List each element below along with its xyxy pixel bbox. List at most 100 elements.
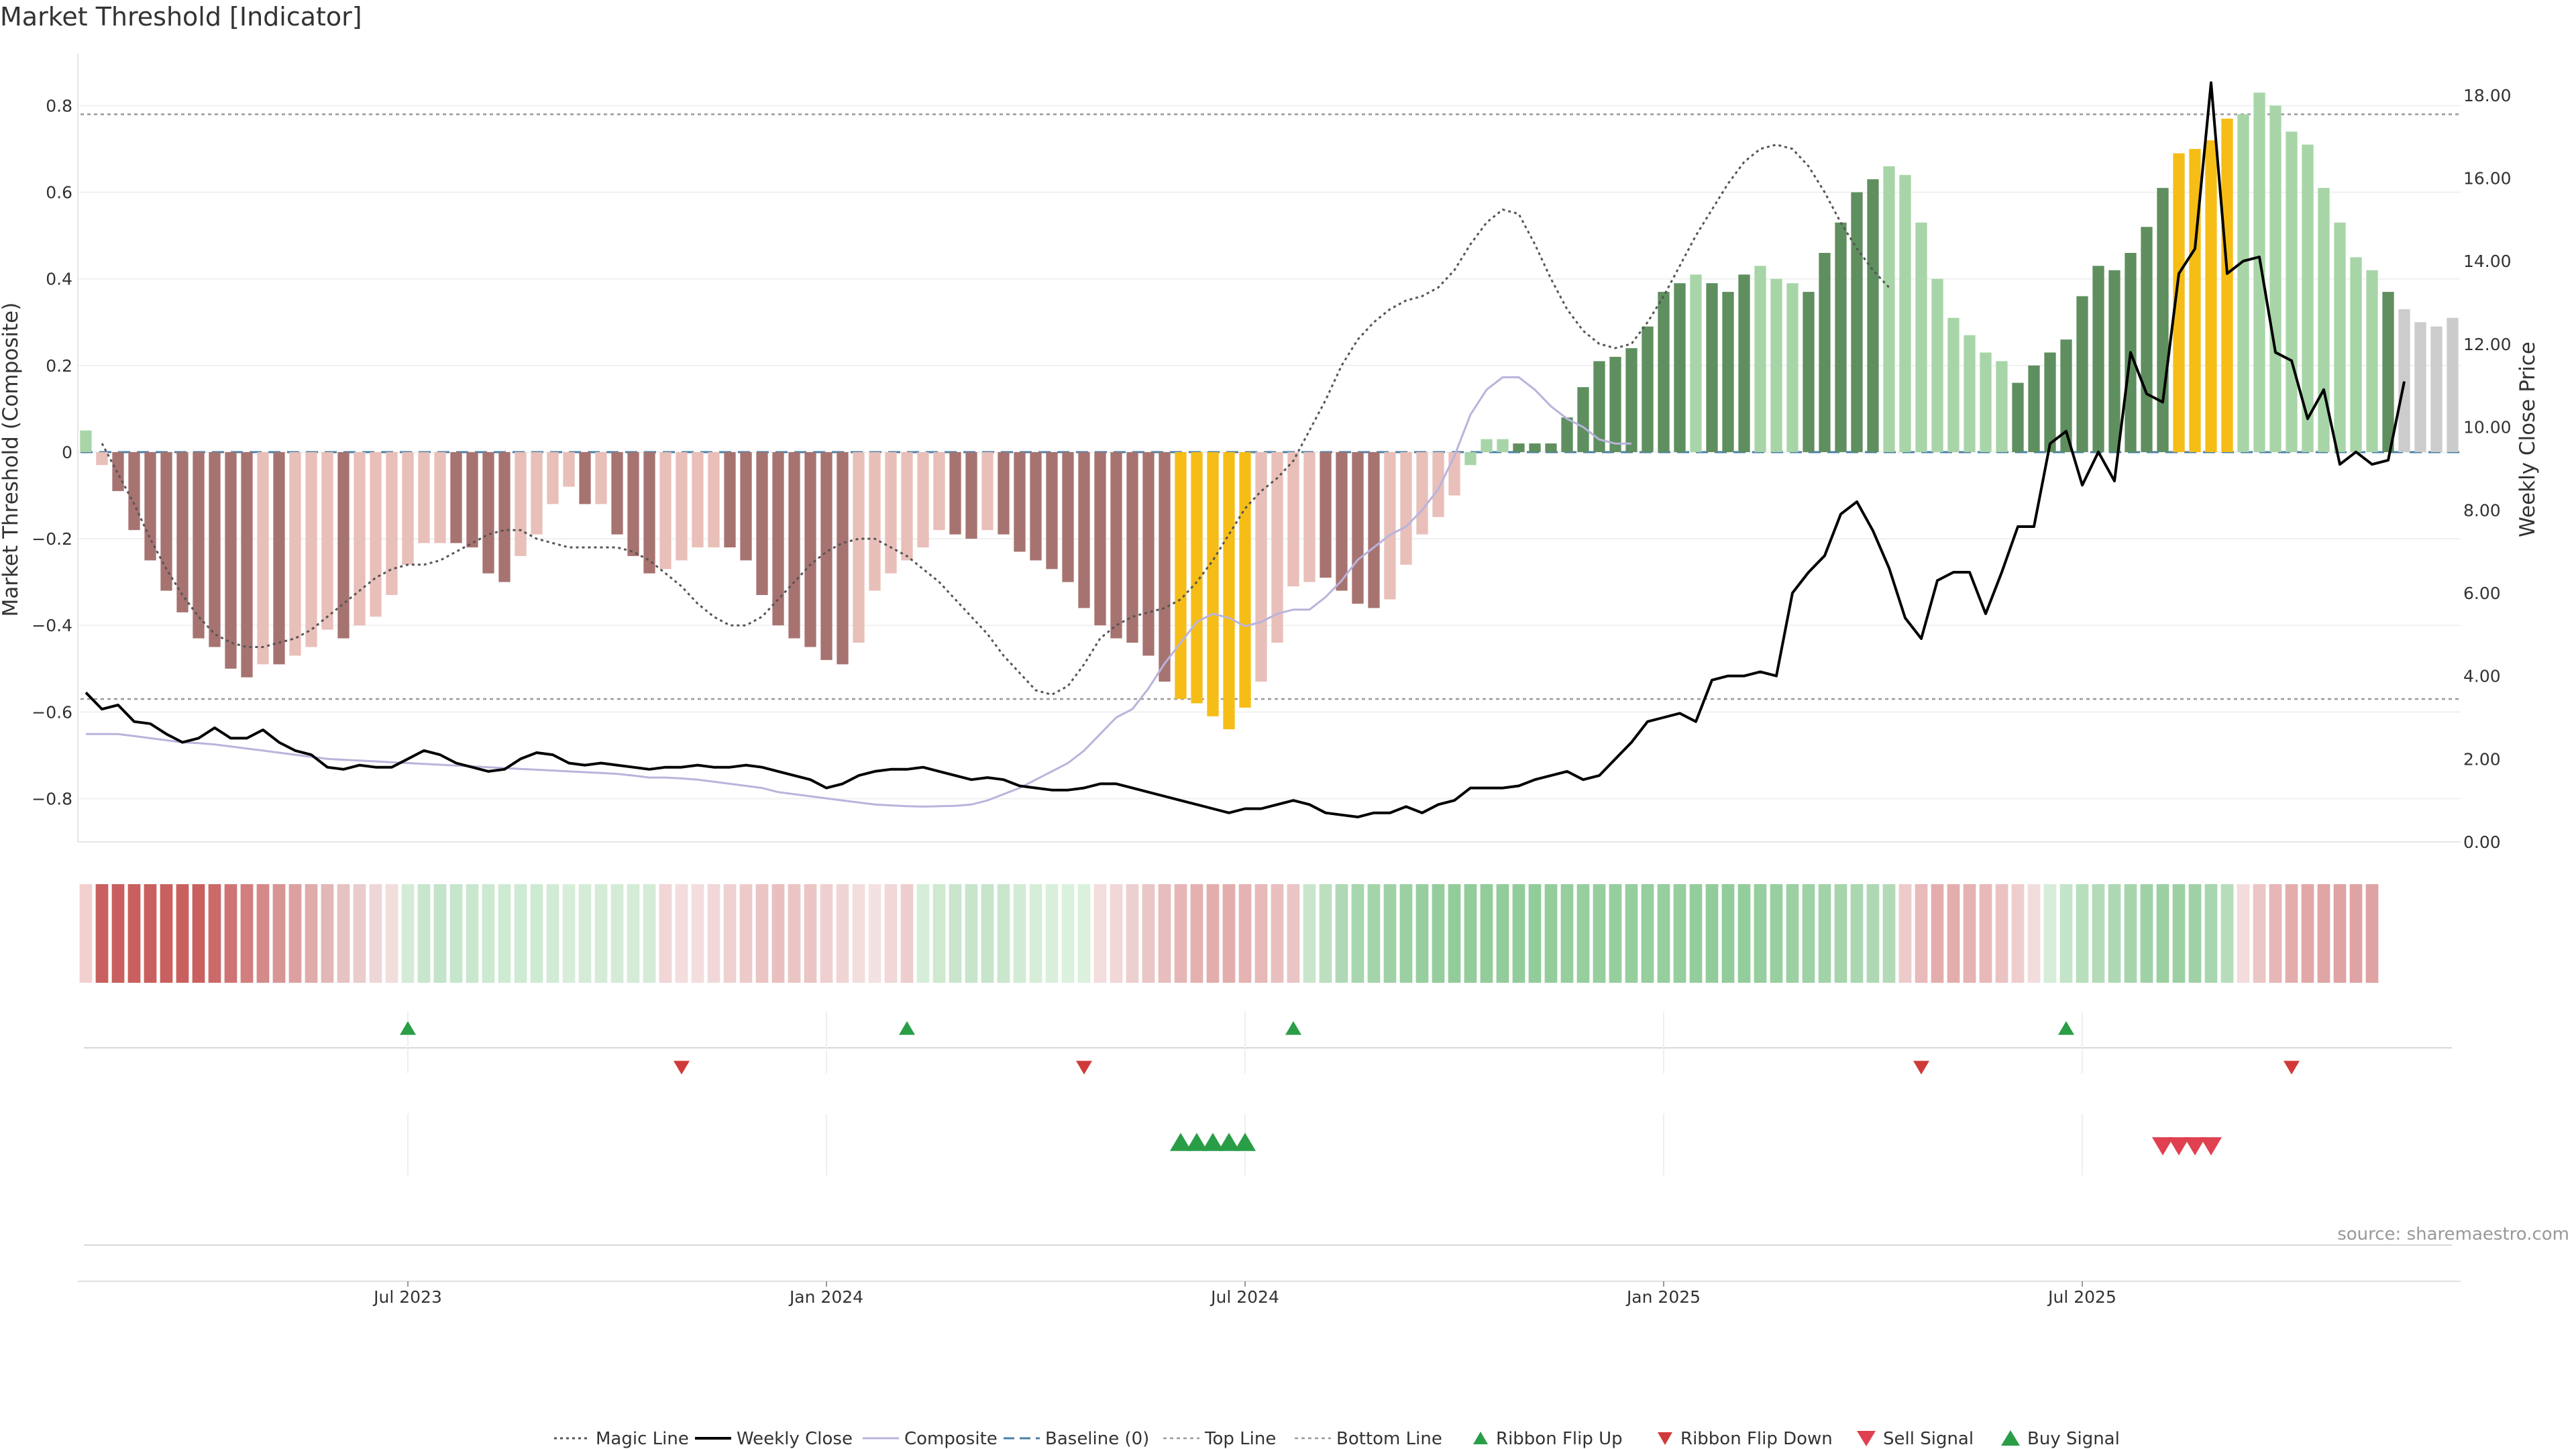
ribbon-cell xyxy=(1110,884,1123,983)
composite-bar xyxy=(1835,222,1847,452)
composite-bar xyxy=(450,451,462,543)
ribbon-cell xyxy=(2269,884,2282,983)
composite-bar xyxy=(1593,361,1605,452)
ribbon-cell xyxy=(1544,884,1558,983)
left-tick-label: −0.4 xyxy=(32,616,72,635)
ribbon-cell xyxy=(1126,884,1139,983)
left-tick-label: 0.8 xyxy=(46,96,72,115)
ribbon-cell xyxy=(675,884,688,983)
legend-label: Weekly Close xyxy=(737,1429,853,1449)
composite-bar xyxy=(1706,283,1718,452)
composite-bar xyxy=(2382,292,2394,452)
ribbon-cell xyxy=(852,884,865,983)
ribbon-cell xyxy=(1254,884,1268,983)
composite-bar xyxy=(1786,283,1799,452)
ribbon-cell xyxy=(1979,884,1992,983)
ribbon-cell xyxy=(562,884,576,983)
ribbon-cell xyxy=(449,884,463,983)
composite-bar xyxy=(2366,270,2378,452)
ribbon-cell xyxy=(2108,884,2121,983)
ribbon-cell xyxy=(1045,884,1059,983)
ribbon-cell xyxy=(1995,884,2008,983)
ribbon-cell xyxy=(1496,884,1509,983)
composite-bar xyxy=(370,451,382,617)
ribbon-cell xyxy=(1882,884,1896,983)
ribbon-cell xyxy=(1866,884,1880,983)
composite-bar xyxy=(1336,451,1348,591)
composite-bar xyxy=(1674,283,1686,452)
composite-bar xyxy=(2253,93,2265,452)
composite-bar xyxy=(354,451,366,626)
ribbon-cell xyxy=(2365,884,2379,983)
composite-bar xyxy=(2398,309,2410,452)
composite-bar xyxy=(1368,451,1380,608)
left-axis-title: Market Threshold (Composite) xyxy=(0,303,23,617)
composite-bar xyxy=(1014,451,1026,552)
composite-bar xyxy=(901,451,913,561)
ribbon-cell xyxy=(1963,884,1976,983)
ribbon-strip xyxy=(79,884,2379,983)
composite-bar xyxy=(772,451,784,626)
composite-bar xyxy=(225,451,237,669)
ribbon-cell xyxy=(192,884,205,983)
composite-bar xyxy=(1497,439,1509,452)
composite-bar xyxy=(1867,179,1879,452)
ribbon-cell xyxy=(594,884,608,983)
composite-bar xyxy=(917,451,929,547)
ribbon-flip-up-marker xyxy=(2058,1021,2074,1035)
ribbon-cell xyxy=(1399,884,1413,983)
ribbon-cell xyxy=(1271,884,1284,983)
ribbon-cell xyxy=(1464,884,1477,983)
composite-bar xyxy=(1722,292,1734,452)
composite-bar xyxy=(176,451,189,612)
ribbon-cell xyxy=(1850,884,1864,983)
legend-item: Ribbon Flip Down xyxy=(1658,1429,1833,1449)
ribbon-cell xyxy=(2285,884,2298,983)
ribbon-cell xyxy=(1029,884,1042,983)
ribbon-flip-down-marker xyxy=(1076,1061,1092,1075)
composite-bar xyxy=(1271,451,1283,643)
x-tick-label: Jul 2025 xyxy=(2047,1287,2116,1307)
x-axis-ticks: Jul 2023 Jan 2024 Jul 2024 Jan 2025 Jul 2025 xyxy=(372,1281,2116,1307)
ribbon-cell xyxy=(385,884,398,983)
left-tick-label: 0.2 xyxy=(46,356,72,376)
composite-bar xyxy=(804,451,816,647)
ribbon-cell xyxy=(1721,884,1735,983)
ribbon-cell xyxy=(240,884,254,983)
composite-bar xyxy=(241,451,253,678)
ribbon-cell xyxy=(1303,884,1316,983)
axes: 0.8 0.6 0.4 0.2 0 −0.2 −0.4 −0.6 −0.8 18.00 16.00 1… xyxy=(32,54,2512,852)
composite-bar xyxy=(289,451,301,656)
ribbon-cell xyxy=(79,884,93,983)
composite-bar xyxy=(418,451,430,543)
composite-bar xyxy=(1239,451,1251,708)
ribbon-cell xyxy=(1480,884,1493,983)
composite-bar xyxy=(2108,270,2121,452)
ribbon-cell xyxy=(1609,884,1622,983)
series-lines xyxy=(85,81,2406,818)
left-tick-label: 0.6 xyxy=(46,183,72,203)
ribbon-flip-up-marker xyxy=(400,1021,416,1035)
composite-bar xyxy=(2141,227,2153,452)
composite-bar xyxy=(402,451,414,565)
composite-bar xyxy=(144,451,156,561)
ribbon-cell xyxy=(401,884,415,983)
ribbon-cell xyxy=(659,884,672,983)
ribbon-cell xyxy=(2027,884,2041,983)
ribbon-cell xyxy=(868,884,881,983)
ribbon-cell xyxy=(305,884,318,983)
right-tick-label: 2.00 xyxy=(2463,749,2501,769)
composite-bar xyxy=(1094,451,1106,626)
composite-bar xyxy=(80,430,92,452)
ribbon-cell xyxy=(353,884,366,983)
ribbon-cell xyxy=(321,884,334,983)
ribbon-cell xyxy=(1657,884,1670,983)
ribbon-cell xyxy=(2333,884,2347,983)
composite-bar xyxy=(1561,417,1573,452)
ribbon-cell xyxy=(433,884,447,983)
ribbon-cell xyxy=(1142,884,1155,983)
composite-bar xyxy=(676,451,688,561)
composite-bar xyxy=(1464,451,1477,466)
ribbon-cell xyxy=(643,884,656,983)
ribbon-cell xyxy=(1432,884,1445,983)
